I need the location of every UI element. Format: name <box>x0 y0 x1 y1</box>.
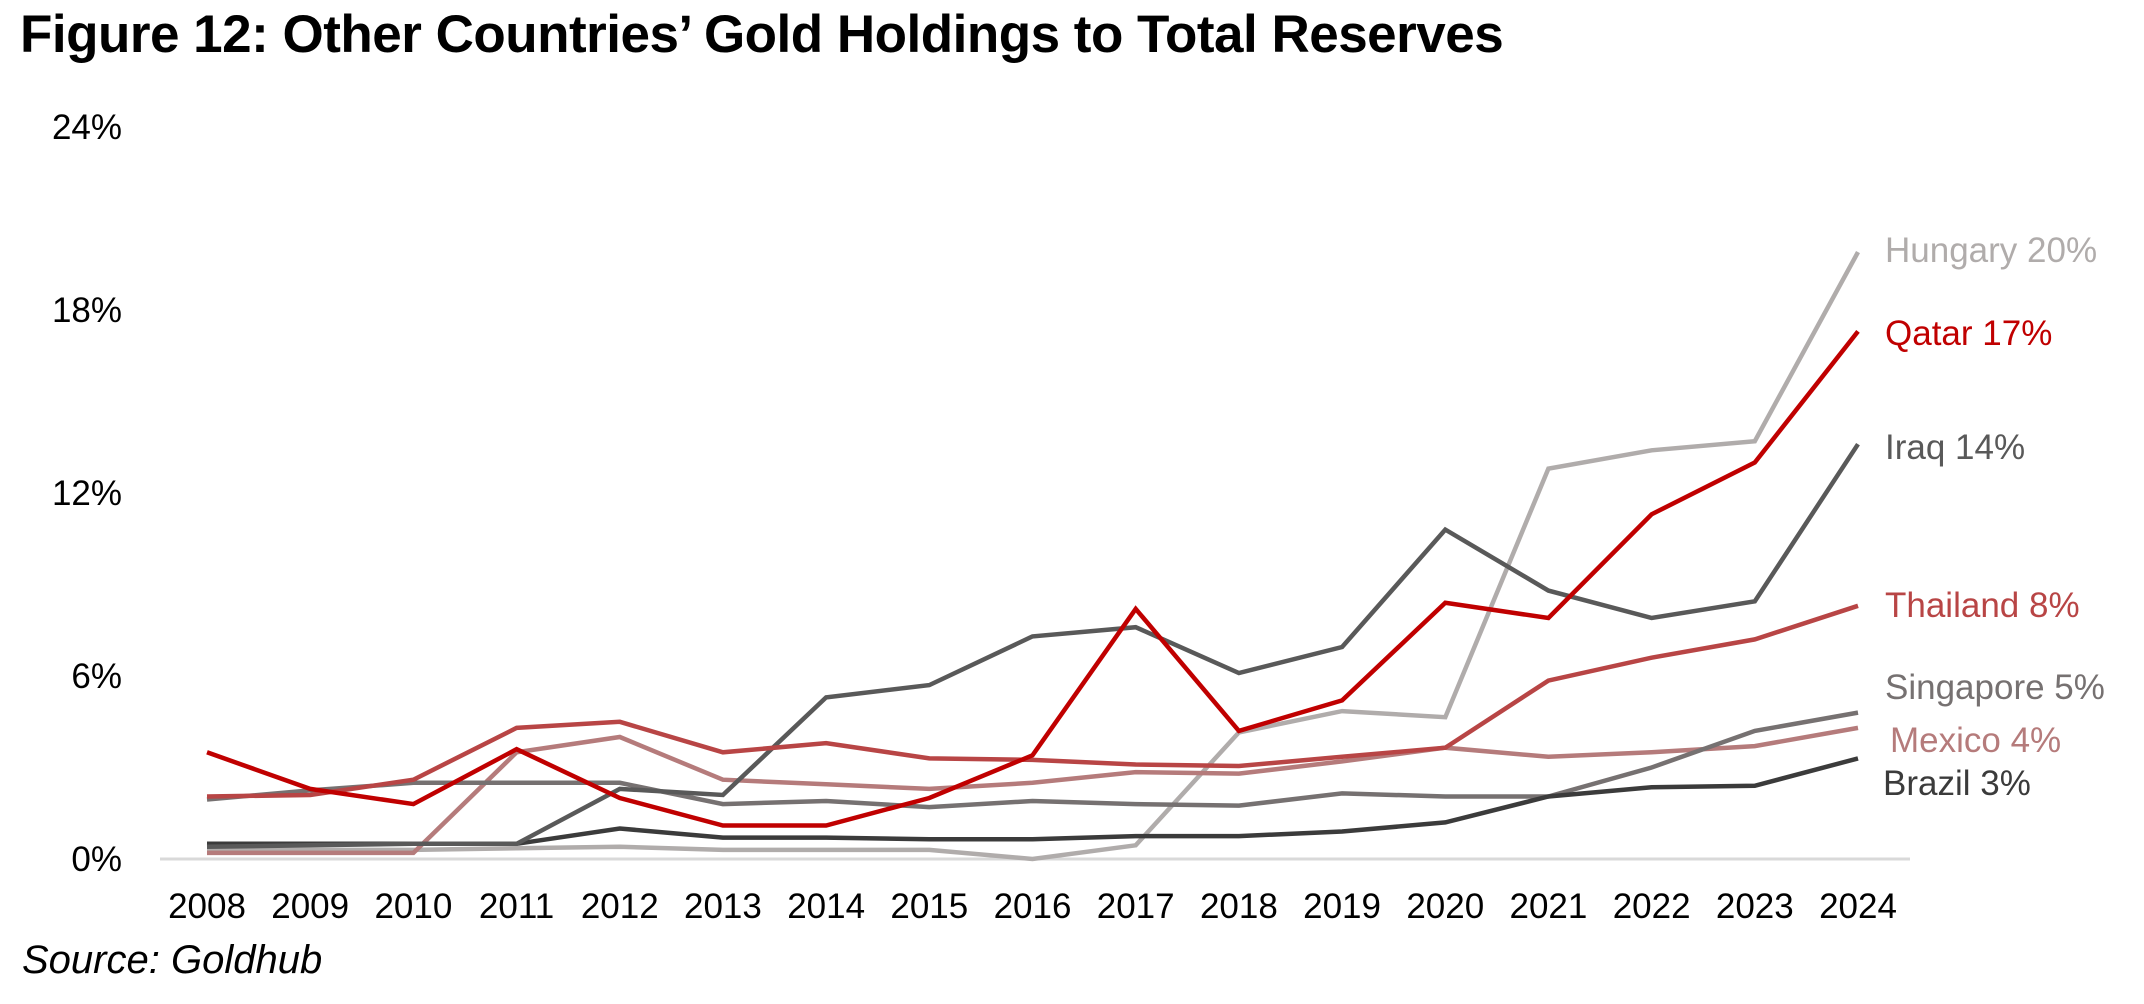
figure-title: Figure 12: Other Countries’ Gold Holding… <box>20 5 1504 64</box>
series-line-thailand <box>206 603 1859 799</box>
x-tick-label: 2021 <box>1510 887 1588 926</box>
source-note: Source: Goldhub <box>22 938 323 982</box>
y-axis-tick-labels: 0% 6% 12% 18% 24% <box>52 108 122 879</box>
x-tick-label: 2020 <box>1406 887 1484 926</box>
x-tick-label: 2008 <box>168 887 246 926</box>
series-line-hungary <box>207 251 1860 862</box>
y-tick-label: 6% <box>71 657 122 696</box>
series-line-qatar <box>206 330 1860 828</box>
series-line-iraq <box>206 442 1860 850</box>
y-tick-label: 24% <box>52 108 122 147</box>
series-end-labels: Hungary 20% Qatar 17% Iraq 14% Thailand 8% S… <box>1883 231 2105 803</box>
x-tick-label: 2023 <box>1716 887 1794 926</box>
series-label-qatar: Qatar 17% <box>1885 314 2052 353</box>
y-tick-label: 18% <box>52 291 122 330</box>
x-tick-label: 2019 <box>1303 887 1381 926</box>
series-line-mexico <box>207 725 1859 856</box>
x-tick-label: 2018 <box>1200 887 1278 926</box>
series-line-singapore <box>206 710 1859 810</box>
y-tick-label: 12% <box>52 474 122 513</box>
x-tick-label: 2013 <box>684 887 762 926</box>
series-label-mexico: Mexico 4% <box>1890 721 2061 760</box>
x-axis-tick-labels: 2008 2009 2010 2011 2012 2013 2014 2015 2016 2017… <box>168 887 1897 926</box>
x-tick-label: 2012 <box>581 887 659 926</box>
x-tick-label: 2009 <box>271 887 349 926</box>
x-tick-label: 2015 <box>890 887 968 926</box>
x-tick-label: 2011 <box>479 887 554 926</box>
series-label-brazil: Brazil 3% <box>1883 764 2031 803</box>
x-tick-label: 2016 <box>994 887 1072 926</box>
x-tick-label: 2022 <box>1613 887 1691 926</box>
series-label-iraq: Iraq 14% <box>1885 428 2025 467</box>
x-tick-label: 2014 <box>787 887 865 926</box>
series-label-hungary: Hungary 20% <box>1885 231 2097 270</box>
y-tick-label: 0% <box>71 840 122 879</box>
series-lines <box>206 251 1860 862</box>
series-label-singapore: Singapore 5% <box>1885 668 2105 707</box>
x-tick-label: 2017 <box>1097 887 1175 926</box>
x-tick-label: 2024 <box>1819 887 1897 926</box>
x-tick-label: 2010 <box>374 887 452 926</box>
series-label-thailand: Thailand 8% <box>1885 586 2080 625</box>
